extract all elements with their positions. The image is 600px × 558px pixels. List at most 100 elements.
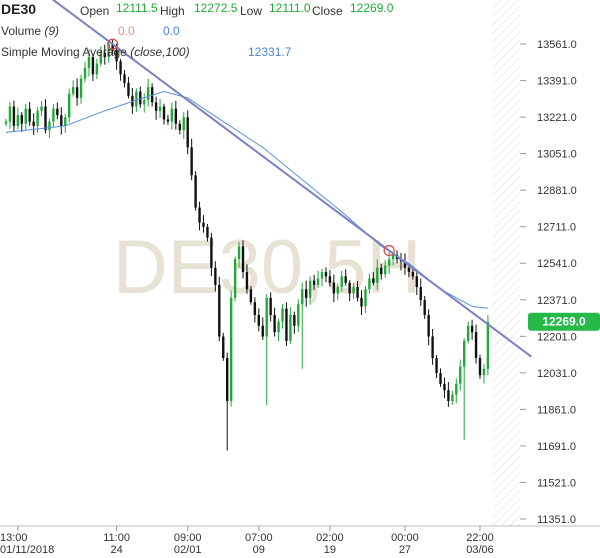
candle-body xyxy=(245,272,249,290)
candle-body xyxy=(376,267,379,283)
candle-body xyxy=(48,121,51,131)
candle-body xyxy=(391,254,395,260)
volume-name: Volume xyxy=(1,24,42,38)
candle-body xyxy=(273,315,276,333)
candle-body xyxy=(308,280,312,298)
high-value: 12272.5 xyxy=(194,1,238,15)
candle-body xyxy=(482,368,486,376)
x-tick-date: 19 xyxy=(324,544,336,556)
candle-body xyxy=(305,289,308,298)
candle-body xyxy=(8,106,12,122)
y-tick-label: 13561.0 xyxy=(537,39,577,51)
sma-value: 12331.7 xyxy=(248,45,292,59)
candles xyxy=(4,38,490,451)
candle-body xyxy=(214,267,217,285)
candle-body xyxy=(194,175,197,208)
trend-anchor-marker[interactable] xyxy=(383,244,395,257)
candle-body xyxy=(431,336,434,359)
x-tick-date: 03/06 xyxy=(466,544,494,556)
x-tick-time: 02:00 xyxy=(316,532,344,544)
trend-line[interactable] xyxy=(0,0,532,358)
candle-body xyxy=(411,272,415,277)
sma-param: (close,100) xyxy=(130,45,190,59)
candle-body xyxy=(139,91,142,105)
x-tick-time: 09:00 xyxy=(174,532,202,544)
candle-body xyxy=(348,282,351,294)
candle-body xyxy=(158,106,162,111)
sma-name: Simple Moving Average xyxy=(1,45,127,59)
candle-body xyxy=(320,272,324,279)
y-tick-label: 13051.0 xyxy=(537,149,577,161)
candle-body xyxy=(154,102,158,111)
y-tick-label: 13391.0 xyxy=(537,76,577,88)
y-tick-label: 11861.0 xyxy=(537,404,576,416)
candle-body xyxy=(328,276,332,283)
candle-body xyxy=(407,267,411,273)
y-tick-label: 13221.0 xyxy=(537,112,577,124)
candle-body xyxy=(233,259,237,298)
candle-body xyxy=(380,267,383,275)
candle-body xyxy=(474,332,478,359)
candle-body xyxy=(178,123,181,131)
candle-body xyxy=(261,325,264,337)
y-tick-label: 11691.0 xyxy=(537,441,576,453)
candle-body xyxy=(364,289,367,307)
candle-body xyxy=(415,276,418,288)
candle-body xyxy=(237,246,241,260)
candle-body xyxy=(463,340,466,367)
candle-body xyxy=(332,282,336,294)
candle-body xyxy=(316,278,320,285)
x-tick-time: 00:00 xyxy=(391,532,419,544)
low-value: 12111.0 xyxy=(269,1,311,15)
candle-body xyxy=(198,207,201,223)
candle-body xyxy=(269,297,272,316)
candle-body xyxy=(16,115,20,126)
candle-body xyxy=(368,278,371,290)
candle-body xyxy=(79,78,83,98)
candle-body xyxy=(312,280,316,285)
candle-body xyxy=(451,394,454,402)
candle-body xyxy=(447,390,450,402)
candle-body xyxy=(466,325,470,341)
close-label: Close xyxy=(312,4,343,18)
candle-body xyxy=(147,87,150,101)
candle-body xyxy=(340,276,343,288)
candle-body xyxy=(24,108,27,124)
open-value: 12111.5 xyxy=(116,1,158,15)
x-tick-date: 27 xyxy=(399,544,411,556)
candle-body xyxy=(253,302,257,316)
candle-body xyxy=(83,67,87,79)
high-label: High xyxy=(160,4,185,18)
candle-body xyxy=(174,108,178,124)
candle-body xyxy=(20,115,23,124)
candle-body xyxy=(91,57,95,75)
x-tick-date: 01/11/2018 xyxy=(0,544,54,556)
candle-body xyxy=(344,276,347,283)
candle-body xyxy=(202,222,205,227)
x-tick-date: 24 xyxy=(110,544,122,556)
price-badge: 12269.0 xyxy=(528,312,600,331)
candle-body xyxy=(111,44,114,51)
candle-body xyxy=(135,91,138,107)
x-tick-date: 02/01 xyxy=(174,544,202,556)
candle-body xyxy=(60,115,63,126)
candle-body xyxy=(241,246,245,273)
candle-body xyxy=(285,308,288,341)
sma-label: Simple Moving Average (close,100) xyxy=(1,45,190,59)
candle-body xyxy=(40,106,43,111)
candle-body xyxy=(229,297,233,402)
chart-header: DE30 Open 12111.5 High 12272.5 Low 12111… xyxy=(0,0,520,70)
candle-body xyxy=(336,287,339,294)
candle-body xyxy=(277,321,280,333)
y-tick-label: 12881.0 xyxy=(537,185,577,197)
candle-body xyxy=(249,289,253,303)
candle-body xyxy=(166,119,170,122)
candle-body xyxy=(28,108,31,122)
y-tick-label: 11521.0 xyxy=(537,477,576,489)
y-tick-label: 11351.0 xyxy=(537,514,576,526)
candle-body xyxy=(459,366,462,384)
trend-anchor-marker[interactable] xyxy=(107,38,119,50)
candle-body xyxy=(486,321,490,369)
candle-body xyxy=(427,315,430,337)
